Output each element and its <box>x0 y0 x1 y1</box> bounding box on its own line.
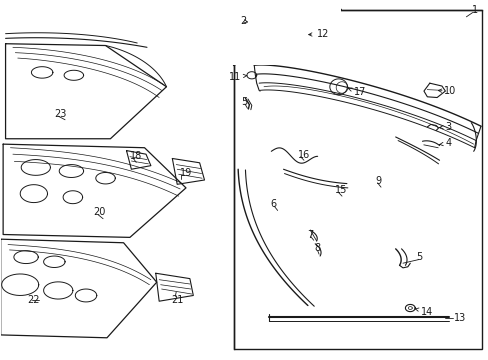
Text: 15: 15 <box>334 185 347 195</box>
Text: 22: 22 <box>27 295 40 305</box>
Text: 11: 11 <box>228 72 246 82</box>
Text: 19: 19 <box>180 168 192 178</box>
Text: 3: 3 <box>439 122 450 132</box>
Text: 14: 14 <box>414 307 432 316</box>
Text: 9: 9 <box>374 176 381 186</box>
Text: 13: 13 <box>453 313 466 323</box>
Text: 17: 17 <box>347 87 366 97</box>
Text: 5: 5 <box>241 97 247 107</box>
Text: 16: 16 <box>297 149 309 159</box>
Text: 1: 1 <box>470 5 477 15</box>
Text: 20: 20 <box>93 207 105 217</box>
Text: 6: 6 <box>270 199 276 209</box>
Text: 10: 10 <box>437 86 456 96</box>
Text: 21: 21 <box>171 295 183 305</box>
Text: 12: 12 <box>308 29 328 39</box>
Polygon shape <box>228 6 340 65</box>
Text: 8: 8 <box>314 243 320 253</box>
Bar <box>233 10 482 348</box>
Text: 5: 5 <box>415 252 422 262</box>
Text: 7: 7 <box>306 230 312 239</box>
Text: 4: 4 <box>439 139 450 148</box>
Text: 18: 18 <box>130 150 142 161</box>
Text: 2: 2 <box>240 16 247 26</box>
Text: 23: 23 <box>54 109 66 119</box>
